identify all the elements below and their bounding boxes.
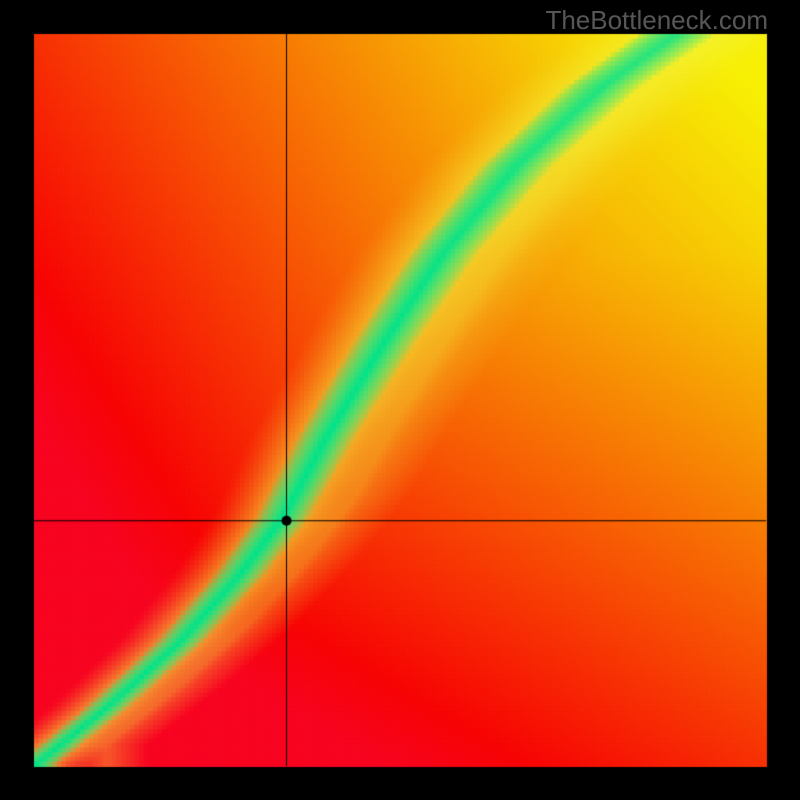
chart-container: TheBottleneck.com (0, 0, 800, 800)
bottleneck-heatmap (0, 0, 800, 800)
watermark-text: TheBottleneck.com (545, 5, 768, 36)
